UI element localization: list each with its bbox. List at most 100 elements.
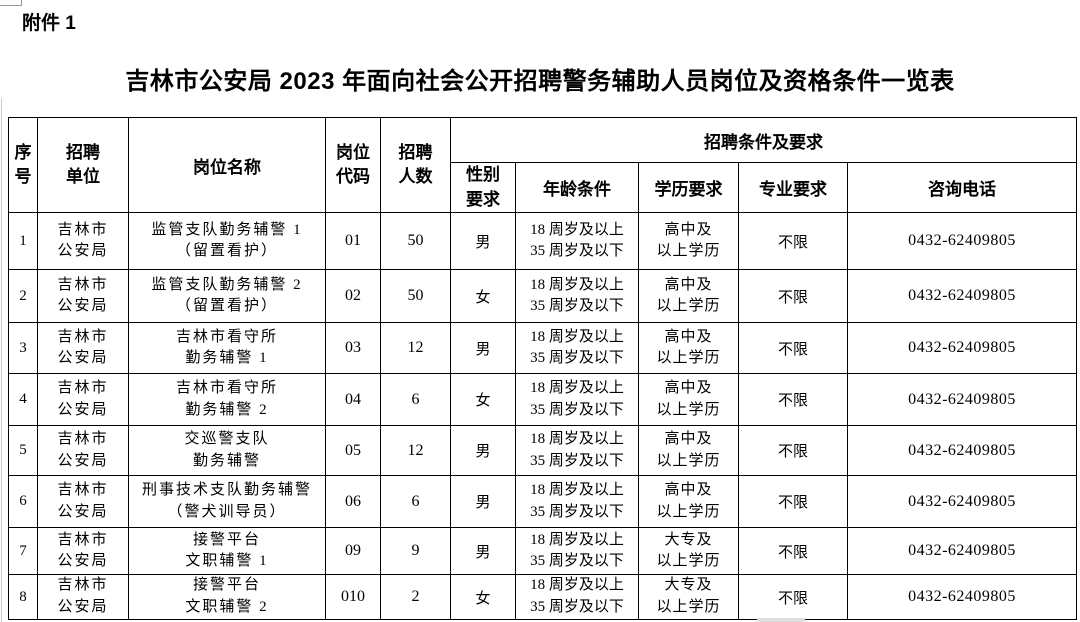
cell-gender: 女 — [450, 574, 516, 620]
cell-unit: 吉林市 公安局 — [37, 269, 129, 324]
cell-education-line1: 高中及 — [664, 276, 713, 293]
cell-education: 高中及 以上学历 — [638, 425, 739, 477]
cell-unit-line2: 公安局 — [57, 452, 109, 469]
cell-unit-line1: 吉林市 — [57, 221, 109, 238]
cell-unit-line2: 公安局 — [57, 599, 109, 616]
table-row: 4 吉林市 公安局 吉林市看守所 勤务辅警 2 04 6 女 18 周岁及以上 35 … — [8, 373, 1077, 427]
header-seq-line2: 号 — [14, 167, 32, 187]
cell-education-line1: 高中及 — [664, 328, 713, 345]
table-row: 5 吉林市 公安局 交巡警支队 勤务辅警 05 12 男 18 周岁及以上 35 周岁… — [8, 425, 1077, 477]
cell-seq: 8 — [8, 574, 38, 620]
cell-unit-line2: 公安局 — [57, 350, 109, 367]
cell-education: 高中及 以上学历 — [638, 269, 739, 324]
cell-unit-line2: 公安局 — [57, 503, 109, 520]
cell-education-line2: 以上学历 — [656, 350, 721, 367]
cell-gender: 女 — [450, 373, 516, 427]
cell-unit: 吉林市 公安局 — [37, 475, 129, 529]
header-education: 学历要求 — [638, 161, 739, 214]
cell-age-line1: 18 周岁及以上 — [530, 221, 624, 238]
cell-unit-line1: 吉林市 — [57, 531, 109, 548]
cell-unit-line2: 公安局 — [57, 243, 109, 260]
cell-unit-line2: 公安局 — [57, 401, 109, 418]
cell-seq: 4 — [8, 373, 38, 427]
cell-seq: 1 — [8, 212, 38, 271]
cell-code: 01 — [325, 212, 381, 271]
cell-seq: 2 — [8, 269, 38, 324]
cell-phone: 0432-62409805 — [847, 425, 1077, 477]
cell-major: 不限 — [738, 475, 848, 529]
cell-education-line2: 以上学历 — [656, 452, 721, 469]
cell-unit: 吉林市 公安局 — [37, 527, 129, 576]
cell-gender: 男 — [450, 322, 516, 375]
cell-unit-line1: 吉林市 — [57, 380, 109, 397]
cell-seq: 6 — [8, 475, 38, 529]
window-corner-artifact — [0, 0, 22, 6]
cell-job-line2: （警犬训导员） — [167, 503, 287, 520]
cell-phone: 0432-62409805 — [847, 574, 1077, 620]
cell-code: 03 — [325, 322, 381, 375]
cell-gender: 男 — [450, 475, 516, 529]
cell-phone: 0432-62409805 — [847, 527, 1077, 576]
cell-job: 监管支队勤务辅警 1 （留置看护） — [128, 212, 326, 271]
cell-phone: 0432-62409805 — [847, 322, 1077, 375]
cell-education-line2: 以上学历 — [656, 553, 721, 570]
attachment-label: 附件 1 — [22, 13, 76, 34]
table-row: 7 吉林市 公安局 接警平台 文职辅警 1 09 9 男 18 周岁及以上 35 周岁… — [8, 527, 1077, 576]
cell-age-line2: 35 周岁及以下 — [530, 553, 624, 570]
cell-phone: 0432-62409805 — [847, 475, 1077, 529]
cell-gender: 男 — [450, 425, 516, 477]
cell-education: 高中及 以上学历 — [638, 373, 739, 427]
cell-major: 不限 — [738, 373, 848, 427]
cell-education-line1: 高中及 — [664, 380, 713, 397]
cell-education: 高中及 以上学历 — [638, 475, 739, 529]
cell-education-line1: 大专及 — [664, 577, 713, 594]
cell-unit-line1: 吉林市 — [57, 276, 109, 293]
header-age: 年龄条件 — [515, 161, 639, 214]
cell-unit: 吉林市 公安局 — [37, 322, 129, 375]
cell-job: 交巡警支队 勤务辅警 — [128, 425, 326, 477]
header-job-name: 岗位名称 — [128, 116, 326, 214]
cell-major: 不限 — [738, 574, 848, 620]
table-row: 1 吉林市 公安局 监管支队勤务辅警 1 （留置看护） 01 50 男 18 周岁及… — [8, 212, 1077, 271]
cell-count: 12 — [380, 322, 451, 375]
cell-major: 不限 — [738, 269, 848, 324]
cell-age-line1: 18 周岁及以上 — [530, 482, 624, 499]
cell-job-line1: 吉林市看守所 — [175, 328, 278, 345]
cell-education-line2: 以上学历 — [656, 298, 721, 315]
cell-unit-line1: 吉林市 — [57, 328, 109, 345]
cell-job-line2: 勤务辅警 2 — [185, 401, 269, 418]
header-seq-line1: 序 — [14, 142, 32, 162]
header-job-code: 岗位 代码 — [325, 116, 381, 214]
header-unit: 招聘 单位 — [37, 116, 129, 214]
cell-age: 18 周岁及以上 35 周岁及以下 — [515, 527, 639, 576]
table-row: 2 吉林市 公安局 监管支队勤务辅警 2 （留置看护） 02 50 女 18 周岁及… — [8, 269, 1077, 324]
cell-major: 不限 — [738, 527, 848, 576]
cell-education: 大专及 以上学历 — [638, 527, 739, 576]
scrollbar-artifact — [757, 618, 805, 622]
cell-age: 18 周岁及以上 35 周岁及以下 — [515, 475, 639, 529]
page-edge-line — [1, 98, 2, 622]
cell-unit-line1: 吉林市 — [57, 577, 109, 594]
cell-phone: 0432-62409805 — [847, 269, 1077, 324]
cell-major: 不限 — [738, 322, 848, 375]
cell-count: 6 — [380, 475, 451, 529]
header-gender: 性别 要求 — [450, 161, 516, 214]
cell-major: 不限 — [738, 425, 848, 477]
cell-job: 监管支队勤务辅警 2 （留置看护） — [128, 269, 326, 324]
cell-job: 接警平台 文职辅警 2 — [128, 574, 326, 620]
cell-code: 06 — [325, 475, 381, 529]
cell-seq: 5 — [8, 425, 38, 477]
cell-age-line1: 18 周岁及以上 — [530, 276, 624, 293]
cell-count: 6 — [380, 373, 451, 427]
cell-count: 50 — [380, 212, 451, 271]
cell-unit-line2: 公安局 — [57, 298, 109, 315]
header-gender-line2: 要求 — [466, 189, 500, 209]
cell-job-line1: 吉林市看守所 — [175, 380, 278, 397]
cell-job-line2: 文职辅警 2 — [185, 599, 269, 616]
cell-job: 刑事技术支队勤务辅警 （警犬训导员） — [128, 475, 326, 529]
cell-education: 高中及 以上学历 — [638, 322, 739, 375]
cell-job: 接警平台 文职辅警 1 — [128, 527, 326, 576]
header-job-code-line1: 岗位 — [336, 142, 370, 162]
cell-code: 02 — [325, 269, 381, 324]
header-seq: 序 号 — [8, 116, 38, 214]
